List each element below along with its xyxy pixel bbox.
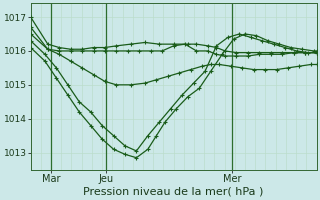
X-axis label: Pression niveau de la mer( hPa ): Pression niveau de la mer( hPa ) [84,187,264,197]
